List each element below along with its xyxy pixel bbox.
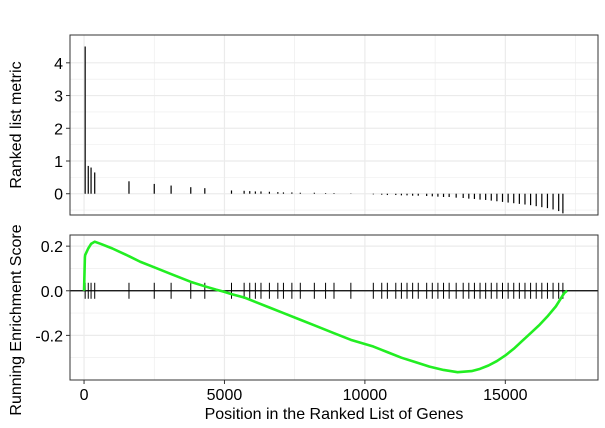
enrichment-panel: 0.2 0.0 -0.2 0 5000 10000 15000 Running Enric… xyxy=(8,224,599,416)
metric-panel-background xyxy=(70,35,598,215)
enrichment-panel-border xyxy=(69,234,599,381)
metric-y-tick-label: 2 xyxy=(54,121,63,138)
metric-y-tick-label: 1 xyxy=(54,154,63,171)
enrichment-y-tick-label: 0.0 xyxy=(41,284,63,301)
metric-y-tick-label: 3 xyxy=(54,89,63,106)
metric-panel: 0 1 2 3 4 Ranked list metric xyxy=(8,34,599,216)
enrichment-y-axis: 0.2 0.0 -0.2 xyxy=(35,239,70,345)
x-tick-label: 0 xyxy=(80,387,89,404)
metric-y-axis: 0 1 2 3 4 xyxy=(54,56,70,204)
metric-y-tick-label: 4 xyxy=(54,56,63,73)
metric-bars xyxy=(84,46,564,214)
x-axis: 0 5000 10000 15000 xyxy=(80,380,528,404)
enrichment-y-axis-title: Running Enrichment Score xyxy=(8,224,25,415)
x-tick-label: 5000 xyxy=(207,387,243,404)
metric-y-axis-title: Ranked list metric xyxy=(8,61,25,188)
enrichment-y-tick-label: -0.2 xyxy=(35,328,63,345)
running-enrichment-score-line xyxy=(82,240,568,374)
x-axis-title: Position in the Ranked List of Genes xyxy=(205,406,464,423)
enrichment-hit-ticks xyxy=(84,282,564,299)
x-tick-label: 10000 xyxy=(343,387,388,404)
metric-y-tick-label: 0 xyxy=(54,187,63,204)
enrichment-y-tick-label: 0.2 xyxy=(41,239,63,256)
enrichment-panel-background xyxy=(70,235,598,380)
x-tick-label: 15000 xyxy=(483,387,528,404)
metric-panel-border xyxy=(69,34,599,216)
